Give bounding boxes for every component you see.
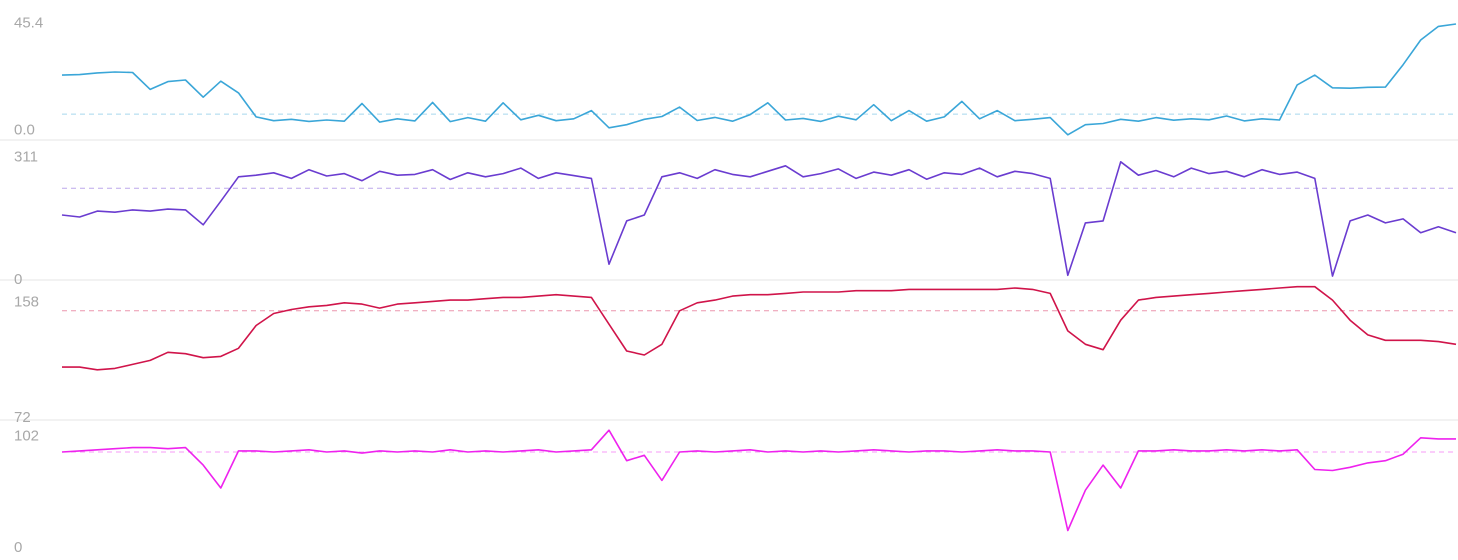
- data-line: [61, 429, 1456, 532]
- y-tick-label: 0: [14, 539, 22, 556]
- data-line: [61, 161, 1457, 277]
- y-tick-label: 158: [14, 294, 39, 311]
- data-line: [62, 285, 1457, 371]
- data-line: [61, 23, 1457, 136]
- y-tick-label: 72: [14, 409, 31, 426]
- y-tick-label: 0: [14, 271, 22, 288]
- y-tick-label: 102: [14, 428, 39, 445]
- y-tick-label: 0.0: [14, 122, 35, 139]
- y-tick-label: 311: [14, 148, 38, 165]
- y-tick-label: 45.4: [14, 15, 43, 32]
